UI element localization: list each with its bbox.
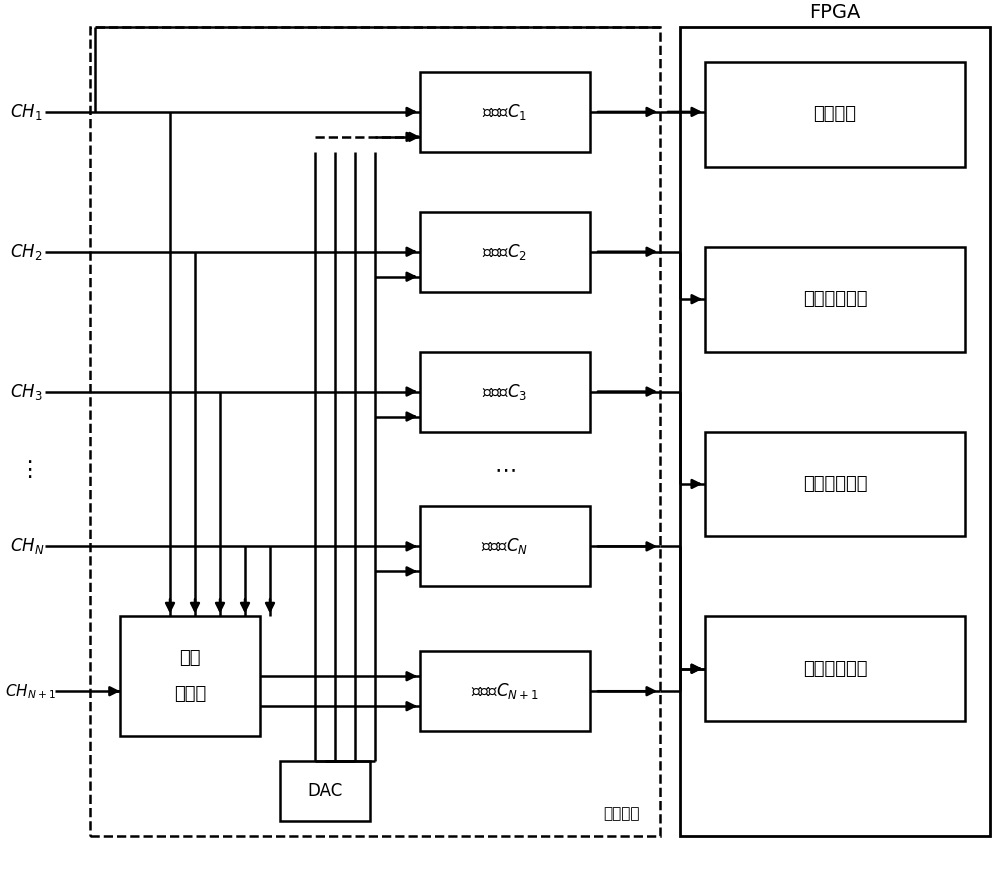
Text: 多路: 多路: [179, 649, 201, 667]
Text: 比较器$C_3$: 比较器$C_3$: [482, 381, 528, 402]
Text: 比较器$C_N$: 比较器$C_N$: [481, 537, 529, 557]
Bar: [280, 761, 370, 821]
Text: DAC: DAC: [307, 782, 343, 800]
Bar: [420, 72, 590, 152]
Bar: [90, 27, 660, 836]
Text: FPGA: FPGA: [809, 3, 861, 22]
Text: $\vdots$: $\vdots$: [18, 458, 32, 480]
Bar: [420, 506, 590, 586]
Text: $CH_1$: $CH_1$: [10, 102, 42, 122]
Text: 选择器: 选择器: [174, 685, 206, 703]
Text: 频率测量模块: 频率测量模块: [803, 659, 867, 678]
Bar: [680, 27, 990, 836]
Bar: [705, 617, 965, 721]
Bar: [420, 652, 590, 731]
Bar: [705, 431, 965, 537]
Text: 协议分析模块: 协议分析模块: [803, 290, 867, 308]
Text: $CH_N$: $CH_N$: [10, 537, 45, 557]
Bar: [420, 212, 590, 292]
Text: 通道模块: 通道模块: [604, 806, 640, 821]
Text: $CH_3$: $CH_3$: [10, 381, 43, 402]
Bar: [705, 246, 965, 352]
Text: 比较器$C_1$: 比较器$C_1$: [482, 102, 528, 122]
Text: 触发模块: 触发模块: [814, 105, 856, 124]
Bar: [120, 617, 260, 736]
Text: $\cdots$: $\cdots$: [494, 459, 516, 479]
Text: 波形搜索模块: 波形搜索模块: [803, 475, 867, 493]
Bar: [420, 352, 590, 431]
Bar: [705, 62, 965, 167]
Text: 比较器$C_{N+1}$: 比较器$C_{N+1}$: [471, 681, 539, 701]
Text: $CH_{N+1}$: $CH_{N+1}$: [5, 682, 56, 700]
Text: 比较器$C_2$: 比较器$C_2$: [482, 242, 528, 261]
Text: $CH_2$: $CH_2$: [10, 242, 42, 261]
